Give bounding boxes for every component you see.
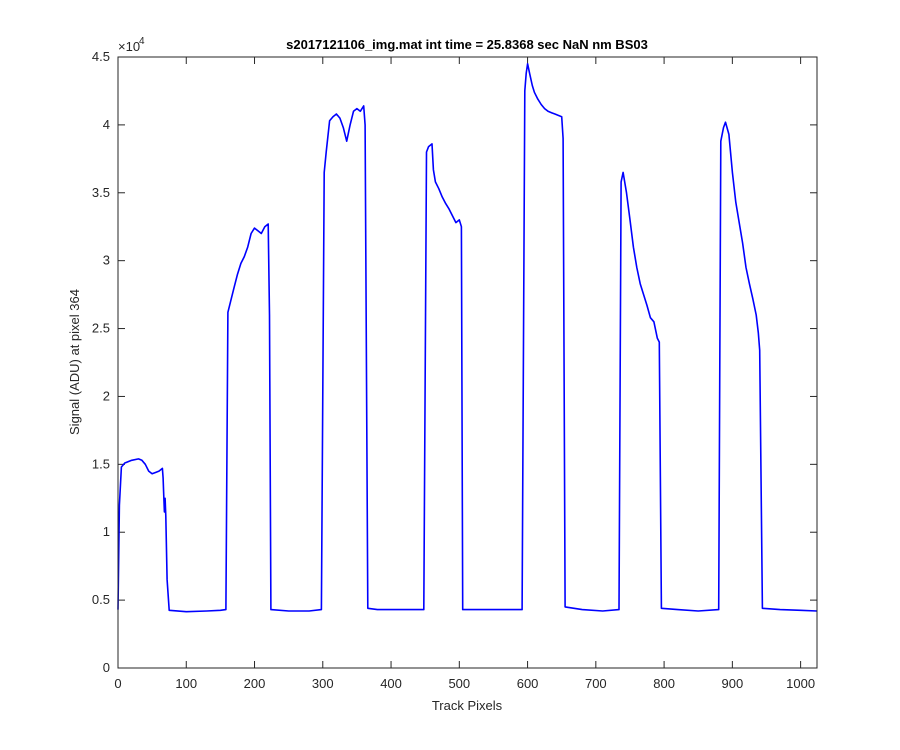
y-tick-label: 2 [103,388,110,403]
x-axis-ticks: 0 100 200 300 400 500 600 700 800 900 1000 [114,57,815,691]
x-tick-label: 500 [448,676,470,691]
y-exponent-base: ×10 [118,39,140,54]
x-tick-label: 400 [380,676,402,691]
x-tick-label: 200 [244,676,266,691]
x-axis-label: Track Pixels [432,698,503,713]
series-layer [117,63,818,613]
y-tick-label: 1.5 [92,456,110,471]
series-line [117,63,818,613]
plot-area [118,57,817,668]
y-axis-label: Signal (ADU) at pixel 364 [67,289,82,435]
y-exponent-power: 4 [139,36,145,47]
x-tick-label: 0 [114,676,121,691]
x-tick-label: 1000 [786,676,815,691]
x-tick-label: 300 [312,676,334,691]
y-axis-ticks: 0 0.5 1 1.5 2 2.5 3 3.5 4 4.5 [92,49,817,675]
y-tick-label: 1 [103,524,110,539]
x-tick-label: 900 [722,676,744,691]
x-tick-label: 700 [585,676,607,691]
y-tick-label: 3 [103,253,110,268]
y-tick-label: 0 [103,660,110,675]
x-tick-label: 100 [175,676,197,691]
x-tick-label: 800 [653,676,675,691]
chart-title: s2017121106_img.mat int time = 25.8368 s… [286,37,648,52]
y-tick-label: 4 [103,117,110,132]
y-tick-label: 4.5 [92,49,110,64]
y-tick-label: 0.5 [92,592,110,607]
axes-box [117,56,818,669]
y-tick-label: 2.5 [92,321,110,336]
y-tick-label: 3.5 [92,185,110,200]
x-tick-label: 600 [517,676,539,691]
